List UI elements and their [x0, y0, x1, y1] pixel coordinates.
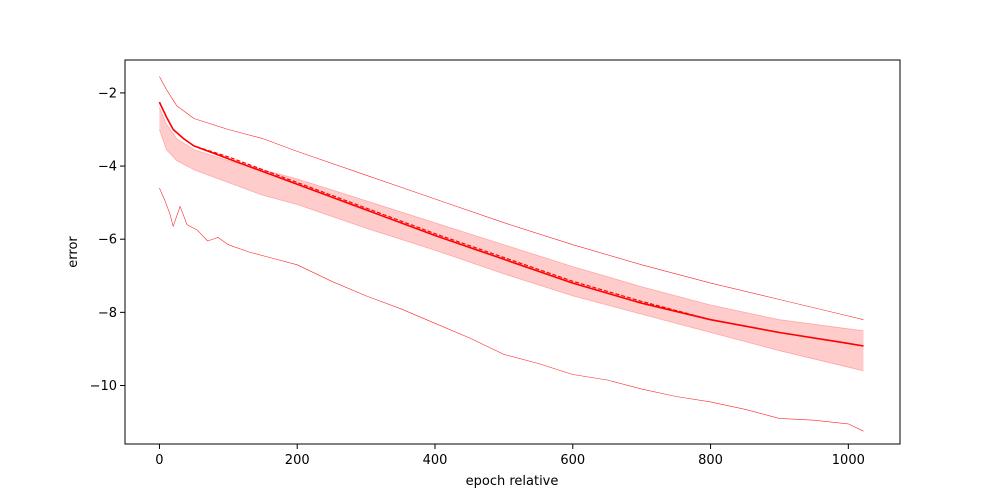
series-line-upper-band	[159, 107, 864, 331]
x-tick-label: 600	[560, 453, 585, 468]
series-line-median	[158, 101, 864, 347]
y-tick-label: −2	[98, 86, 117, 101]
band-layer	[159, 107, 864, 371]
x-tick-label: 800	[698, 453, 723, 468]
series-line-min	[159, 187, 864, 432]
y-axis-label: error	[66, 236, 81, 268]
series-line-lower-band	[159, 129, 864, 372]
axes-layer: 0 200 400 600 800 1000 −2 −4 −6 −8 −10	[90, 59, 901, 468]
y-tick-label: −6	[98, 233, 117, 248]
series-line-max	[159, 76, 864, 320]
x-tick-label: 200	[285, 453, 310, 468]
x-axis-label: epoch relative	[466, 474, 559, 489]
lines-layer	[158, 76, 864, 432]
x-tick-label: 400	[423, 453, 448, 468]
y-tick-label: −8	[98, 306, 117, 321]
series-line-mean	[158, 101, 864, 347]
x-tick-label: 0	[155, 453, 163, 468]
y-tick-label: −10	[90, 379, 117, 394]
confidence-band	[159, 107, 864, 371]
y-tick-label: −4	[98, 160, 117, 175]
plot-frame	[124, 59, 901, 445]
x-tick-label: 1000	[832, 453, 865, 468]
